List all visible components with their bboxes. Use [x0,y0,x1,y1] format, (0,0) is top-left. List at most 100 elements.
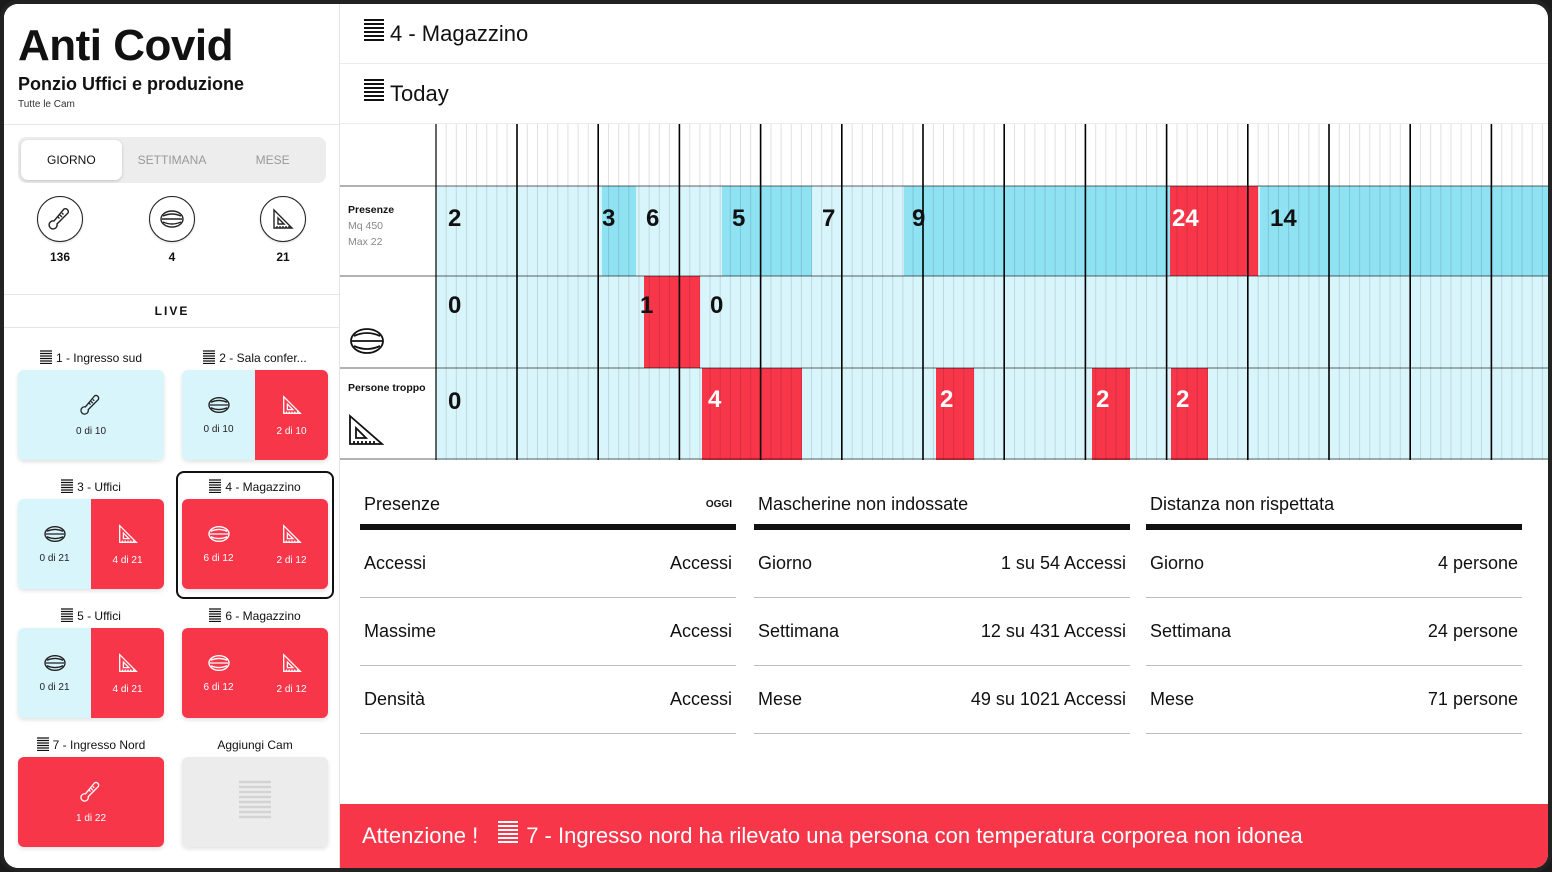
main-panel: 4 - Magazzino Today 2 3 6 5 7 9 24 14 0 1 0 0 4 2 2 2 P… [340,4,1548,868]
summary-row-value: Accessi [669,553,732,573]
camera-tile-metric: 0 di 21 [18,628,91,718]
camera-title: 4 - Magazzino [390,20,529,46]
period-title: Today [390,80,449,106]
set-square-icon [349,414,385,445]
camera-tile-card[interactable]: 1 di 22 [18,757,164,847]
thermometer-icon [79,393,103,420]
stat-distance[interactable]: 21 [251,196,315,264]
summary-row-key: Densità [364,689,426,709]
camera-tile-metric: 2 di 12 [255,499,328,589]
camera-tile-metric-value: 2 di 12 [276,684,307,695]
set-square-icon [280,393,304,420]
camera-tile-metric-value: 1 di 22 [75,813,107,824]
summary-row: Accessi Accessi [360,530,736,598]
stat-masks[interactable]: 4 [140,196,204,264]
summary-row-value: Accessi [669,621,732,641]
camera-tile-label: 4 - Magazzino [225,480,301,494]
camera-tile[interactable]: 2 - Sala confer... 0 di 10 2 di 10 [182,346,328,460]
row-label-distance-title: Persone troppo [348,382,426,394]
timeline-svg: 2 3 6 5 7 9 24 14 0 1 0 0 4 2 2 2 [340,124,1548,460]
summary-presenze: Presenze OGGI Accessi Accessi Massime Acce… [360,484,736,734]
camera-tile-card[interactable]: 0 di 10 [18,370,164,460]
alert-segment [1170,186,1250,276]
timeline-value: 0 [710,292,723,319]
camera-tile-label: 1 - Ingresso sud [55,351,143,365]
camera-tile-card[interactable]: 0 di 10 2 di 10 [182,370,328,460]
camera-tile[interactable]: 1 - Ingresso sud 0 di 10 [18,346,164,460]
summary-masks-title: Mascherine non indossate [758,493,969,514]
tab-settimana[interactable]: SETTIMANA [137,153,207,167]
camera-tile-card[interactable]: 6 di 12 2 di 12 [182,499,328,589]
camera-tile-card[interactable]: 6 di 12 2 di 12 [182,628,328,718]
stat-temperature[interactable]: 136 [28,196,92,264]
timeline-value: 14 [1270,205,1297,232]
camera-tile-label: 6 - Magazzino [225,609,301,623]
camera-header[interactable]: 4 - Magazzino [340,4,1548,64]
camera-tile[interactable]: 7 - Ingresso Nord 1 di 22 [18,733,164,847]
summary-row-key: Mese [758,689,803,709]
set-square-icon [260,196,306,242]
summary-row-key: Accessi [364,553,427,573]
alert-segment [1250,186,1258,276]
period-segmented-control: GIORNO SETTIMANA MESE [18,137,326,183]
camera-tile-card[interactable] [182,757,328,847]
timeline-value: 0 [448,388,461,415]
camera-tile-metric: 0 di 10 [18,370,164,460]
summary-row-value: 49 su 1021 Accessi [970,689,1126,709]
alert-banner[interactable]: Attenzione ! 7 - Ingresso nord ha rileva… [340,804,1548,868]
camera-tile-metric: 2 di 12 [255,628,328,718]
timeline-value: 6 [646,205,659,232]
row-label-presenze-title: Presenze [348,204,395,216]
mask-icon [42,653,68,676]
camera-tile-label: 3 - Uffici [77,480,121,494]
summary-distance-header: Distanza non rispettata [1146,484,1522,530]
camera-tile[interactable]: 6 - Magazzino 6 di 12 2 di 12 [182,604,328,718]
lines-icon [39,349,52,367]
camera-tile[interactable]: 3 - Uffici 0 di 21 4 di 21 [18,475,164,589]
timeline-value: 9 [912,205,925,232]
set-square-icon [116,522,140,549]
set-square-icon [280,651,304,678]
row-label-presenze-max: Max 22 [348,236,383,248]
screen: Anti Covid Ponzio Uffici e produzione Tu… [4,4,1548,868]
sidebar: Anti Covid Ponzio Uffici e produzione Tu… [4,4,340,868]
alert-segment [936,368,974,460]
camera-tile-metric: 0 di 21 [18,499,91,589]
summary-row: Mese 49 su 1021 Accessi [754,666,1130,734]
lines-icon [209,478,222,496]
add-camera-tile[interactable]: Aggiungi Cam [182,733,328,847]
summary-row-value: 24 persone [1427,621,1518,641]
stat-masks-value: 4 [168,250,176,264]
camera-tile-card[interactable]: 0 di 21 4 di 21 [18,499,164,589]
camera-tile-title: 7 - Ingresso Nord [18,733,164,757]
tab-mese[interactable]: MESE [255,153,290,167]
set-square-icon [280,522,304,549]
camera-tile[interactable]: 5 - Uffici 0 di 21 4 di 21 [18,604,164,718]
summary-distance: Distanza non rispettata Giorno 4 persone … [1146,484,1522,734]
camera-tile-title: 5 - Uffici [18,604,164,628]
stat-distance-value: 21 [276,250,290,264]
camera-tile-metric-value: 4 di 21 [112,684,143,695]
summary-row-key: Massime [364,621,437,641]
summary-masks: Mascherine non indossate Giorno 1 su 54 A… [754,484,1130,734]
summary-presenze-title: Presenze [364,493,441,514]
lines-icon [364,78,384,110]
set-square-icon [116,651,140,678]
timeline-value: 0 [448,292,461,319]
tab-giorno[interactable]: GIORNO [21,140,122,180]
alert-message: 7 - Ingresso nord ha rilevato una person… [526,823,1303,848]
camera-tile-label: 7 - Ingresso Nord [52,738,146,752]
summary-row-key: Settimana [1150,621,1232,641]
period-header[interactable]: Today [340,64,1548,124]
summary-row: Mese 71 persone [1146,666,1522,734]
timeline-value: 5 [732,205,745,232]
summary-presenze-header: Presenze OGGI [360,484,736,530]
summary-row-value: Accessi [669,689,732,709]
camera-tile-metric [182,757,328,847]
site-name[interactable]: Ponzio Uffici e produzione [18,74,244,94]
timeline-value: 24 [1172,205,1199,232]
camera-tile-label: Aggiungi Cam [217,738,293,752]
camera-tile[interactable]: 4 - Magazzino 6 di 12 2 di 12 [176,471,334,599]
timeline-value: 2 [940,386,953,413]
camera-tile-card[interactable]: 0 di 21 4 di 21 [18,628,164,718]
